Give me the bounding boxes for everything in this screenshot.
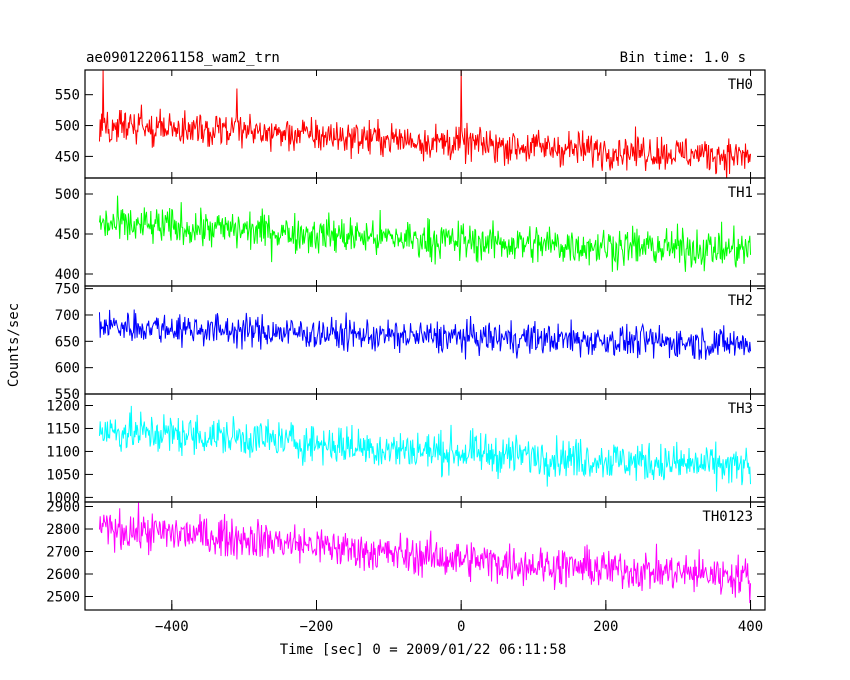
y-tick-label: 1150 <box>46 421 80 437</box>
x-axis-label: Time [sec] 0 = 2009/01/22 06:11:58 <box>280 642 567 658</box>
chart-title: ae090122061158_wam2_trn <box>86 50 280 66</box>
series-label-th2: TH2 <box>728 293 753 309</box>
panel-th1: 400 450 500 TH1 <box>55 177 766 287</box>
panel-frame <box>84 69 766 179</box>
panel-th3: 1000 1050 1100 1150 1200 TH3 <box>46 393 766 506</box>
panels-group: 450 500 550 TH0 400 450 500 TH1 550 600 650 700 750 T… <box>46 69 766 611</box>
y-tick-label: 750 <box>55 282 80 298</box>
y-tick-label: 550 <box>55 88 80 104</box>
y-tick-label: 2800 <box>46 522 80 538</box>
series-line-th0123 <box>98 502 752 604</box>
bin-time-label: Bin time: 1.0 s <box>620 50 746 66</box>
series-line-th3 <box>98 405 752 492</box>
series-line-th1 <box>98 195 752 272</box>
y-tick-label: 600 <box>55 361 80 377</box>
y-tick-label: 500 <box>55 119 80 135</box>
x-axis: −400 −200 0 200 400 <box>155 600 763 635</box>
y-axis-label: Counts/sec <box>6 303 22 387</box>
series-label-th0: TH0 <box>728 77 753 93</box>
panel-frame <box>84 501 766 611</box>
y-tick-label: 450 <box>55 227 80 243</box>
panel-th0123: 2500 2600 2700 2800 2900 TH0123 <box>46 500 766 611</box>
y-tick-label: 500 <box>55 187 80 203</box>
y-tick-label: 1000 <box>46 490 80 506</box>
panel-th0: 450 500 550 TH0 <box>55 69 766 179</box>
series-label-th0123: TH0123 <box>702 509 753 525</box>
y-tick-label: 2900 <box>46 500 80 516</box>
y-tick-label: 450 <box>55 149 80 165</box>
y-tick-label: 550 <box>55 387 80 403</box>
x-tick-label: −200 <box>300 619 334 635</box>
series-line-th2 <box>98 309 752 360</box>
y-tick-label: 650 <box>55 334 80 350</box>
y-tick-label: 1200 <box>46 398 80 414</box>
y-tick-label: 1050 <box>46 467 80 483</box>
series-label-th3: TH3 <box>728 401 753 417</box>
series-line-th0 <box>98 70 752 178</box>
y-tick-label: 2500 <box>46 590 80 606</box>
y-tick-label: 2600 <box>46 567 80 583</box>
x-tick-label: −400 <box>155 619 189 635</box>
x-tick-label: 400 <box>738 619 763 635</box>
y-tick-label: 2700 <box>46 545 80 561</box>
y-tick-label: 1100 <box>46 444 80 460</box>
x-tick-label: 0 <box>457 619 465 635</box>
y-tick-label: 700 <box>55 308 80 324</box>
series-label-th1: TH1 <box>728 185 753 201</box>
x-tick-label: 200 <box>593 619 618 635</box>
y-tick-label: 400 <box>55 267 80 283</box>
panel-th2: 550 600 650 700 750 TH2 <box>55 282 766 403</box>
